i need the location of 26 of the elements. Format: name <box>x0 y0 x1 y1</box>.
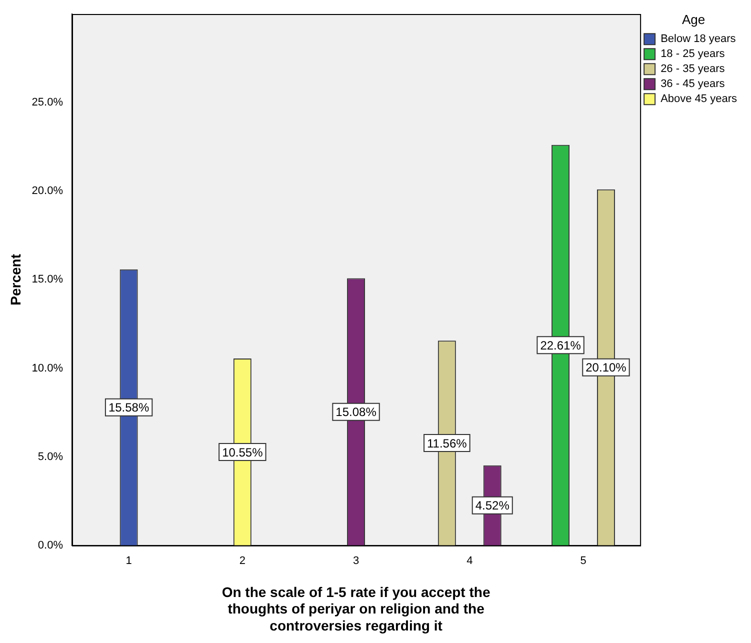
x-tick-label: 1 <box>126 555 132 568</box>
data-label: 20.10% <box>586 360 627 375</box>
y-tick-label: 5.0% <box>38 450 64 463</box>
x-tick-label: 3 <box>352 555 360 568</box>
legend-title: Age <box>682 12 706 28</box>
data-label: 15.58% <box>108 400 150 415</box>
y-tick-label: 20.0% <box>32 185 64 198</box>
y-tick-label: 0.0% <box>38 539 64 552</box>
legend-label: 26 - 35 years <box>660 63 726 76</box>
y-tick-label: 25.0% <box>32 96 64 109</box>
x-axis-title: On the scale of 1-5 rate if you accept the thoughts of periyar on religion and the controversies regarding it <box>222 584 490 634</box>
y-axis-title: Percent <box>7 254 24 306</box>
legend-label: 18 - 25 years <box>660 48 726 60</box>
data-label: 15.08% <box>336 405 377 420</box>
x-tick-label: 2 <box>239 555 246 568</box>
data-label: 4.52% <box>475 498 510 513</box>
data-label: 11.56% <box>427 436 468 450</box>
data-label: 10.55% <box>222 445 264 460</box>
y-tick-label: 10.0% <box>32 362 64 374</box>
legend-label: Below 18 years <box>660 33 736 46</box>
data-label: 22.61% <box>540 338 582 352</box>
legend-label: 36 - 45 years <box>660 78 726 90</box>
legend-label: Above 45 years <box>660 93 738 106</box>
x-tick-label: 4 <box>466 555 473 568</box>
x-tick-label: 5 <box>580 555 586 568</box>
y-tick-label: 15.0% <box>32 274 64 286</box>
